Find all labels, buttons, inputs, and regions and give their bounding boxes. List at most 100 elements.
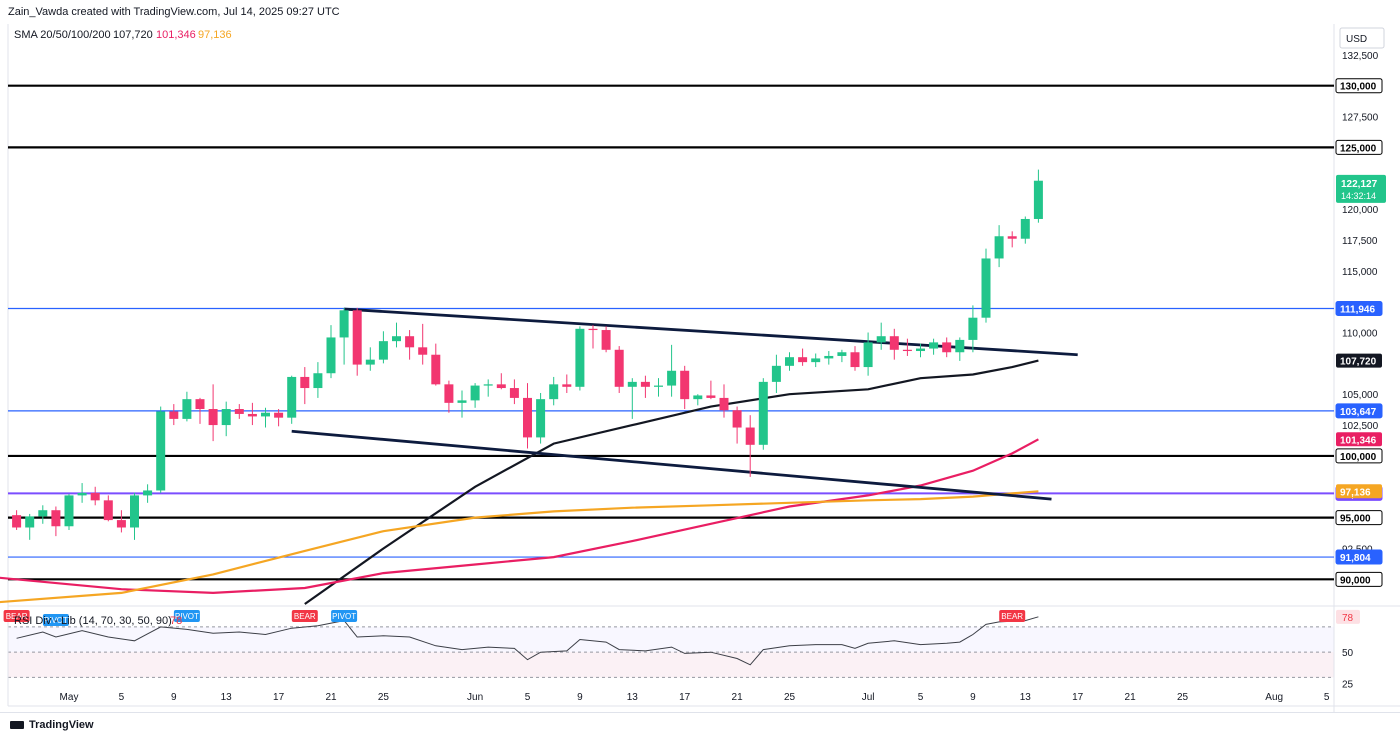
candle-body [509,388,519,398]
rsi-value-label: 78 [1342,613,1354,624]
candle-body [483,384,493,386]
level-axis-badge [1335,549,1383,565]
level-axis-label: 90,000 [1340,575,1371,586]
candle-body [274,412,284,418]
candle-body [798,357,808,363]
candle-body [902,349,912,352]
candle-body [64,495,74,527]
candle-body [130,495,139,528]
footer-bar: TradingView [0,712,1400,739]
candle-body [994,236,1004,259]
level-axis-badge [1335,300,1383,316]
candle-body [365,359,375,365]
time-tick-label: 17 [679,692,691,703]
level-axis-label: 95,000 [1340,514,1371,525]
time-axis[interactable]: May 5 9 13 17 21 25 Jun 5 9 13 17 21 25 Jul 5 9 13 17 21 25 A… [60,692,1330,703]
candle-body [182,399,192,419]
sma-line [304,359,1039,605]
time-tick-label: 13 [627,692,639,703]
candle-body [12,515,22,528]
level-axis-badge [1335,139,1383,155]
rsi-marker-badge [999,610,1026,622]
rsi-line-layer: BEAR PIVOT PIVOT BEAR PIVOT BEAR [3,610,1039,666]
candle-body [614,349,624,387]
level-axis-label: 130,000 [1340,82,1377,93]
price-tick-label: 102,500 [1342,421,1379,432]
tradingview-logo[interactable]: TradingView [10,719,94,731]
candle-body [811,358,821,363]
candle-body [837,352,847,356]
time-tick-label: 25 [378,692,390,703]
indicator-price-label: 107,720 [1340,357,1377,368]
indicator-price-badge [1336,353,1382,368]
candle-body [575,328,585,387]
price-tick-label: 115,000 [1342,267,1378,278]
rsi-marker-label: BEAR [1001,612,1023,621]
moving-averages [0,359,1039,605]
level-axis-badge [1335,403,1383,419]
candle-body [261,412,270,417]
currency-label: USD [1346,34,1367,45]
time-tick-label: Aug [1265,692,1283,703]
indicator-price-label: 101,346 [1340,435,1377,446]
candle-body [863,342,873,368]
sma-legend-value-3: 97,136 [198,29,232,41]
price-tick-label: 105,000 [1342,390,1379,401]
price-chart[interactable]: BEAR PIVOT PIVOT BEAR PIVOT BEAR 132,500 127,5… [0,0,1400,712]
candle-body [955,339,965,353]
level-axis-badge [1335,510,1383,526]
rsi-marker-badge [3,610,30,622]
level-axis-label: 100,000 [1340,452,1377,463]
candle-body [326,337,336,374]
rsi-marker-badge [291,610,318,622]
sma-line [0,490,1039,604]
candle-body [51,510,61,527]
candle-body [667,370,677,386]
candle-body [77,492,87,496]
indicator-legend: SMA 20/50/100/200 107,720 101,346 97,136 [14,29,232,41]
candle-body [1007,236,1017,239]
candle-body [221,409,231,426]
indicator-price-badge [1336,432,1382,447]
candle-body [1033,180,1043,219]
level-axis-label: 103,647 [1340,407,1377,418]
time-tick-label: 9 [577,692,583,703]
rsi-legend-value: 78 [170,615,182,627]
rsi-legend: RSI Div - Lib (14, 70, 30, 50, 90) 78 [14,615,182,627]
time-tick-label: 17 [1072,692,1084,703]
time-tick-label: 5 [1324,692,1330,703]
candle-body [405,336,415,348]
candle-body [300,376,310,389]
time-tick-label: 13 [1020,692,1032,703]
time-tick-label: 21 [732,692,744,703]
rsi-marker-badge [173,610,200,622]
candle-body [25,516,35,528]
indicator-price-badge [1336,484,1382,499]
sma-legend-value-1: 107,720 [113,29,153,41]
price-axis[interactable]: 132,500 127,500 120,000 117,500 115,000 110,0… [1335,51,1386,691]
candle-body [640,381,650,387]
candle-body [392,336,401,342]
candle-body [90,492,100,501]
candle-body [732,410,742,428]
candle-body [103,500,113,521]
level-axis-badge [1335,78,1383,94]
time-tick-label: 5 [525,692,531,703]
candle-body [745,427,755,445]
rsi-tick-label: 25 [1342,680,1354,691]
rsi-marker-label: BEAR [6,612,28,621]
time-tick-label: 9 [970,692,976,703]
candle-body [457,400,467,403]
level-axis-label: 91,804 [1340,553,1371,564]
candle-body [496,384,506,389]
candle-body [601,330,611,350]
time-tick-label: 25 [784,692,796,703]
rsi-marker-label: PIVOT [332,612,356,621]
candle-body [247,413,257,417]
currency-badge[interactable]: USD [1339,27,1385,49]
rsi-pane [8,626,1334,678]
time-tick-label: 21 [1125,692,1137,703]
candlesticks [12,169,1043,540]
price-tick-label: 110,000 [1342,329,1378,340]
candle-body [418,347,428,355]
